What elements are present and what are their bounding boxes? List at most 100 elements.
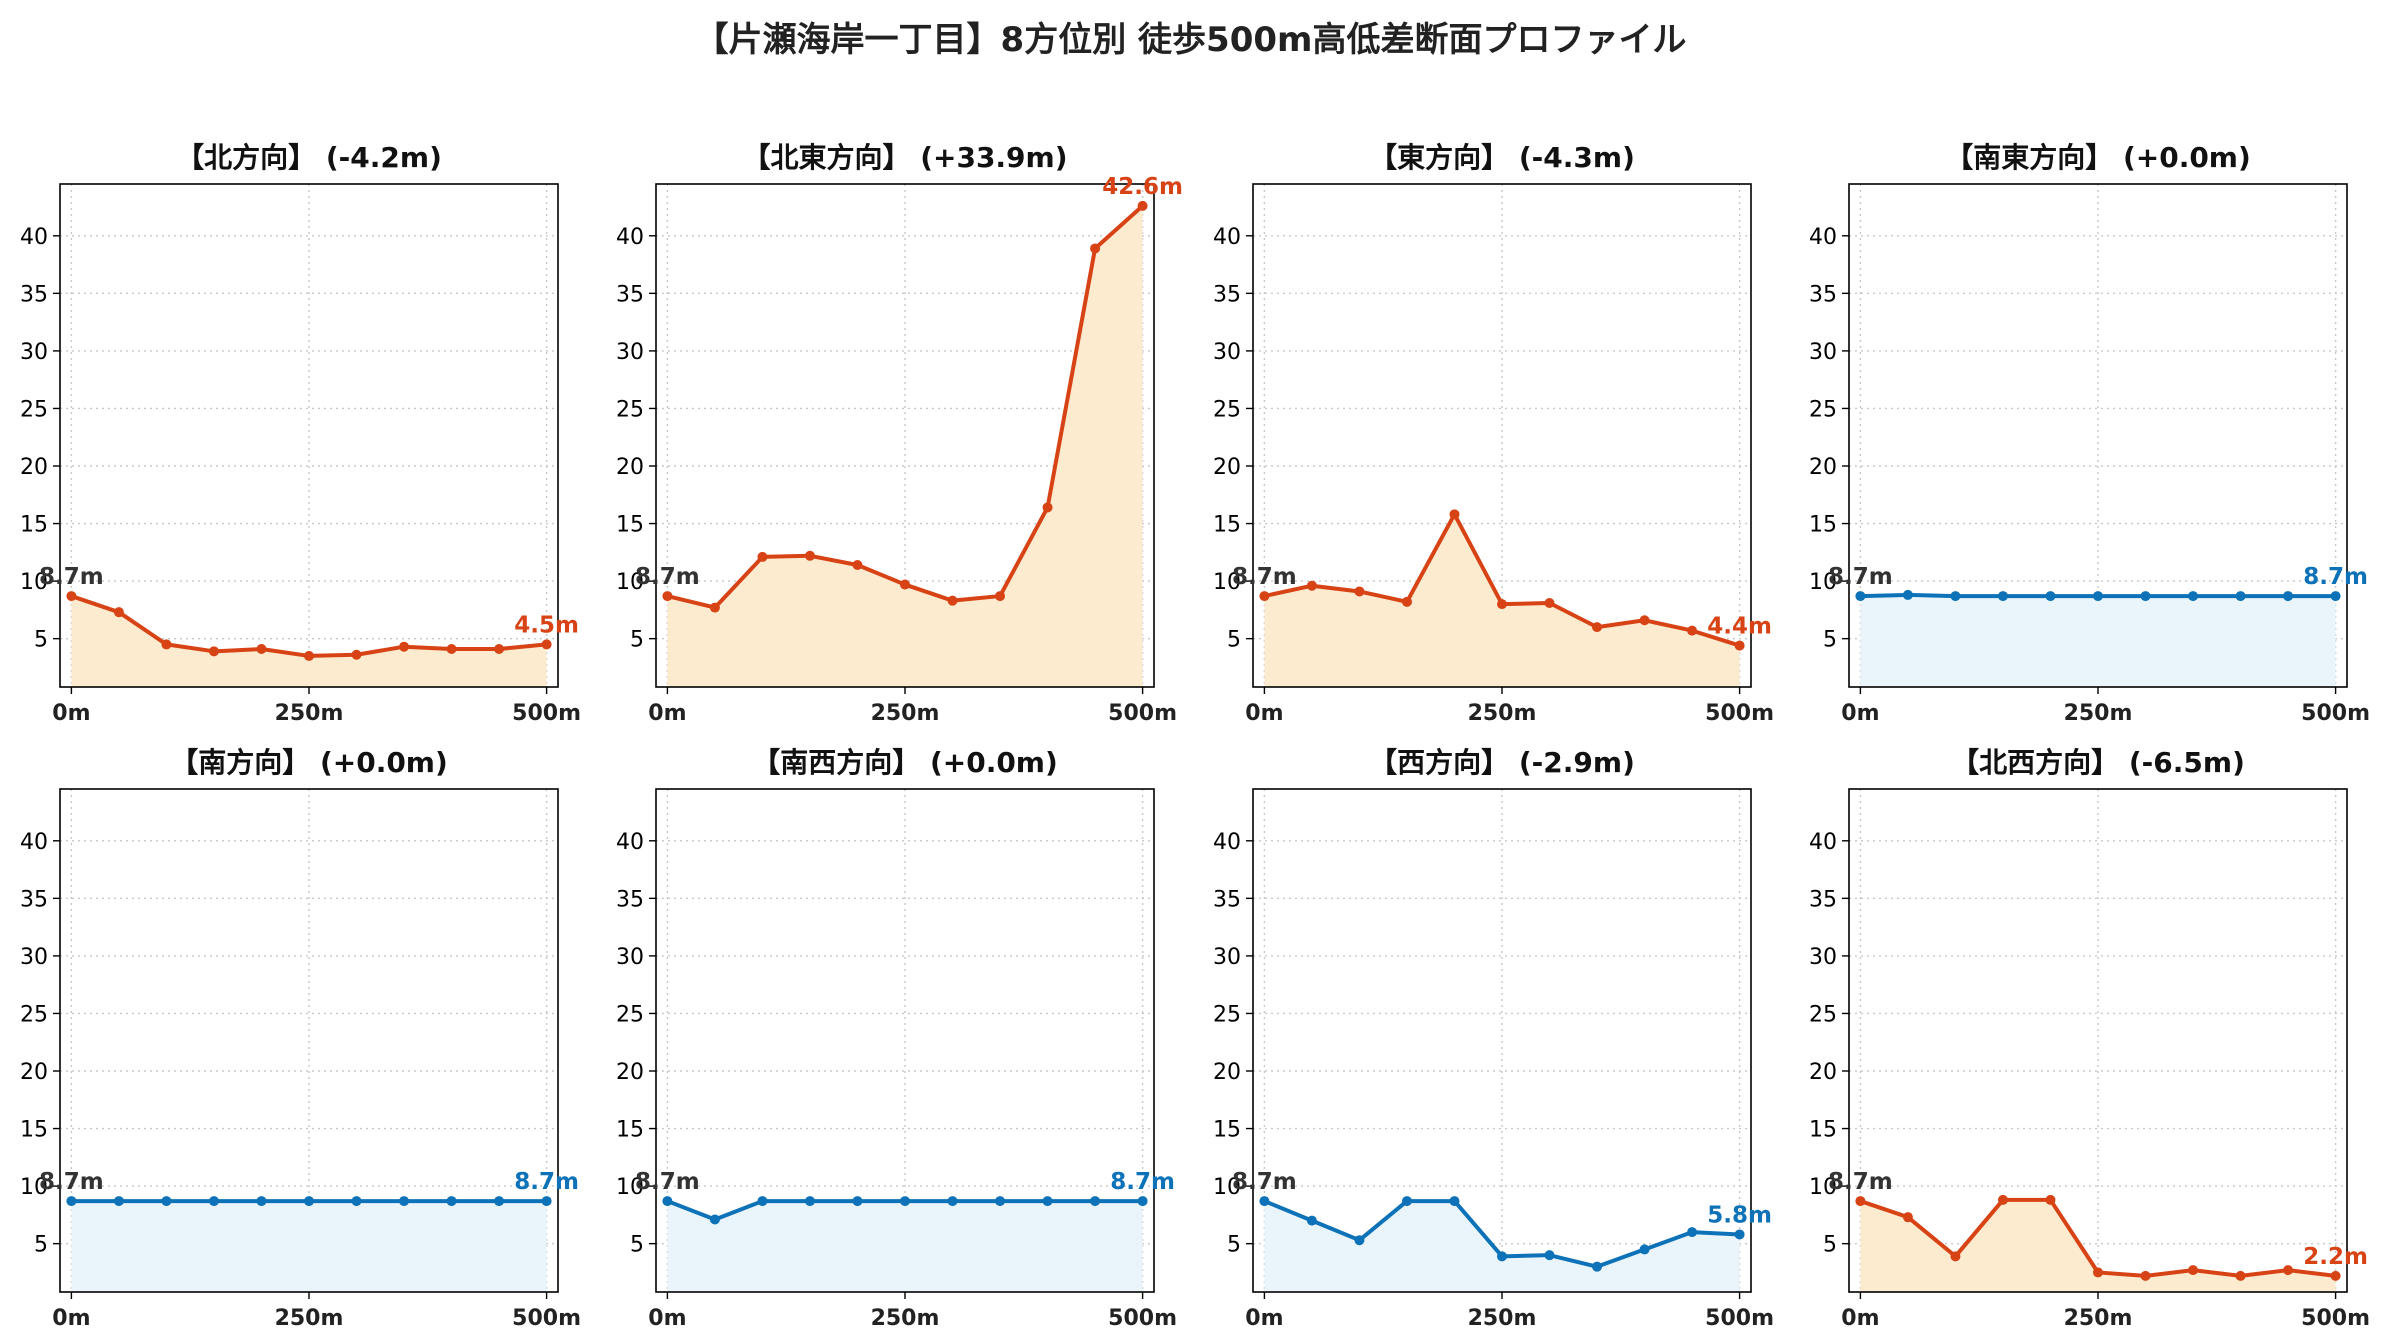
y-tick-label: 10 <box>616 570 644 595</box>
start-value-label: 8.7m <box>1232 564 1297 590</box>
y-tick-label: 25 <box>616 397 644 422</box>
y-tick-label: 35 <box>1809 282 1837 307</box>
x-tick-label: 500m <box>2301 1306 2370 1331</box>
x-tick-label: 0m <box>1245 701 1283 726</box>
y-tick-label: 40 <box>616 225 644 250</box>
y-tick-label: 5 <box>630 628 644 653</box>
y-tick-label: 10 <box>1213 570 1241 595</box>
y-tick-label: 10 <box>1809 570 1837 595</box>
y-tick-label: 15 <box>616 1118 644 1143</box>
y-tick-label: 40 <box>20 225 48 250</box>
y-tick-label: 30 <box>1213 340 1241 365</box>
data-point <box>757 1196 768 1207</box>
y-tick-label: 40 <box>20 830 48 855</box>
y-tick-label: 20 <box>1809 1060 1837 1085</box>
data-point <box>1902 1212 1913 1223</box>
y-tick-label: 25 <box>1213 1002 1241 1027</box>
y-tick-label: 20 <box>1809 455 1837 480</box>
y-tick-label: 40 <box>616 830 644 855</box>
data-point <box>1042 502 1053 513</box>
y-tick-label: 30 <box>1213 945 1241 970</box>
data-point <box>2235 591 2246 602</box>
data-point <box>2330 1270 2341 1281</box>
data-point <box>208 646 219 657</box>
end-value-label: 8.7m <box>1110 1169 1175 1195</box>
data-point <box>304 1196 314 1207</box>
start-value-label: 8.7m <box>1828 564 1893 590</box>
data-point <box>66 1196 77 1207</box>
y-tick-label: 35 <box>616 282 644 307</box>
y-tick-label: 15 <box>20 1118 48 1143</box>
data-point <box>2188 1265 2199 1276</box>
end-value-label: 42.6m <box>1102 174 1183 200</box>
y-tick-label: 15 <box>1213 513 1241 538</box>
end-value-label: 8.7m <box>514 1169 579 1195</box>
y-tick-label: 15 <box>1809 1118 1837 1143</box>
data-point <box>1639 615 1650 626</box>
data-point <box>1734 1229 1745 1240</box>
x-tick-label: 0m <box>1841 701 1879 726</box>
data-point <box>113 607 124 618</box>
data-point <box>1997 1194 2008 1205</box>
data-point <box>1950 591 1961 602</box>
data-point <box>1544 1250 1555 1261</box>
subplot-title: 【北方向】 (-4.2m) <box>176 141 442 174</box>
y-tick-label: 40 <box>1213 225 1241 250</box>
data-point <box>852 559 863 570</box>
start-value-label: 8.7m <box>39 564 104 590</box>
x-tick-label: 250m <box>2064 1306 2133 1331</box>
y-tick-label: 15 <box>1213 1118 1241 1143</box>
data-point <box>1401 1196 1412 1207</box>
data-point <box>709 1214 720 1225</box>
x-tick-label: 500m <box>1705 701 1774 726</box>
x-tick-label: 500m <box>2301 701 2370 726</box>
data-point <box>1090 243 1101 254</box>
y-tick-label: 10 <box>1213 1175 1241 1200</box>
start-value-label: 8.7m <box>39 1169 104 1195</box>
x-tick-label: 250m <box>1468 1306 1537 1331</box>
data-point <box>757 551 768 562</box>
data-point <box>446 644 457 655</box>
data-point <box>1449 509 1460 520</box>
x-tick-label: 0m <box>1841 1306 1879 1331</box>
y-tick-label: 30 <box>616 340 644 365</box>
x-tick-label: 0m <box>52 1306 90 1331</box>
start-value-label: 8.7m <box>1232 1169 1297 1195</box>
y-tick-label: 15 <box>616 513 644 538</box>
data-point <box>1137 1196 1148 1207</box>
data-point <box>446 1196 457 1207</box>
subplot-3: 5 10 15 20 25 30 35 40 0m 250m 500m 【南東方向】 (+0.0m) 8… <box>1809 141 2370 726</box>
data-point <box>2140 1270 2151 1281</box>
subplot-title: 【南方向】 (+0.0m) <box>170 746 448 779</box>
data-point <box>804 1196 815 1207</box>
data-point <box>1259 591 1270 602</box>
x-tick-label: 500m <box>512 701 581 726</box>
data-point <box>256 1196 267 1207</box>
y-tick-label: 25 <box>1809 397 1837 422</box>
start-value-label: 8.7m <box>635 564 700 590</box>
x-tick-label: 250m <box>275 1306 344 1331</box>
data-point <box>1354 1235 1365 1246</box>
data-point <box>804 550 815 561</box>
data-point <box>662 591 673 602</box>
data-point <box>2045 1194 2056 1205</box>
x-tick-label: 500m <box>1705 1306 1774 1331</box>
x-tick-label: 0m <box>1245 1306 1283 1331</box>
x-tick-label: 250m <box>871 701 940 726</box>
data-point <box>1687 1227 1698 1238</box>
data-point <box>1401 596 1412 607</box>
subplot-5: 5 10 15 20 25 30 35 40 0m 250m 500m 【南西方向】 (+0.0m) 8… <box>616 746 1177 1331</box>
y-tick-label: 30 <box>20 945 48 970</box>
data-point <box>1592 1261 1603 1272</box>
y-tick-label: 5 <box>34 1233 48 1258</box>
data-point <box>1497 1251 1507 1262</box>
subplot-2: 5 10 15 20 25 30 35 40 0m 250m 500m 【東方向】 (-4.3m) 8.… <box>1213 141 1774 726</box>
data-point <box>113 1196 124 1207</box>
data-point <box>662 1196 673 1207</box>
data-point <box>1090 1196 1101 1207</box>
y-tick-label: 20 <box>1213 1060 1241 1085</box>
y-tick-label: 25 <box>1213 397 1241 422</box>
y-tick-label: 5 <box>630 1233 644 1258</box>
subplot-title: 【南東方向】 (+0.0m) <box>1945 141 2251 174</box>
